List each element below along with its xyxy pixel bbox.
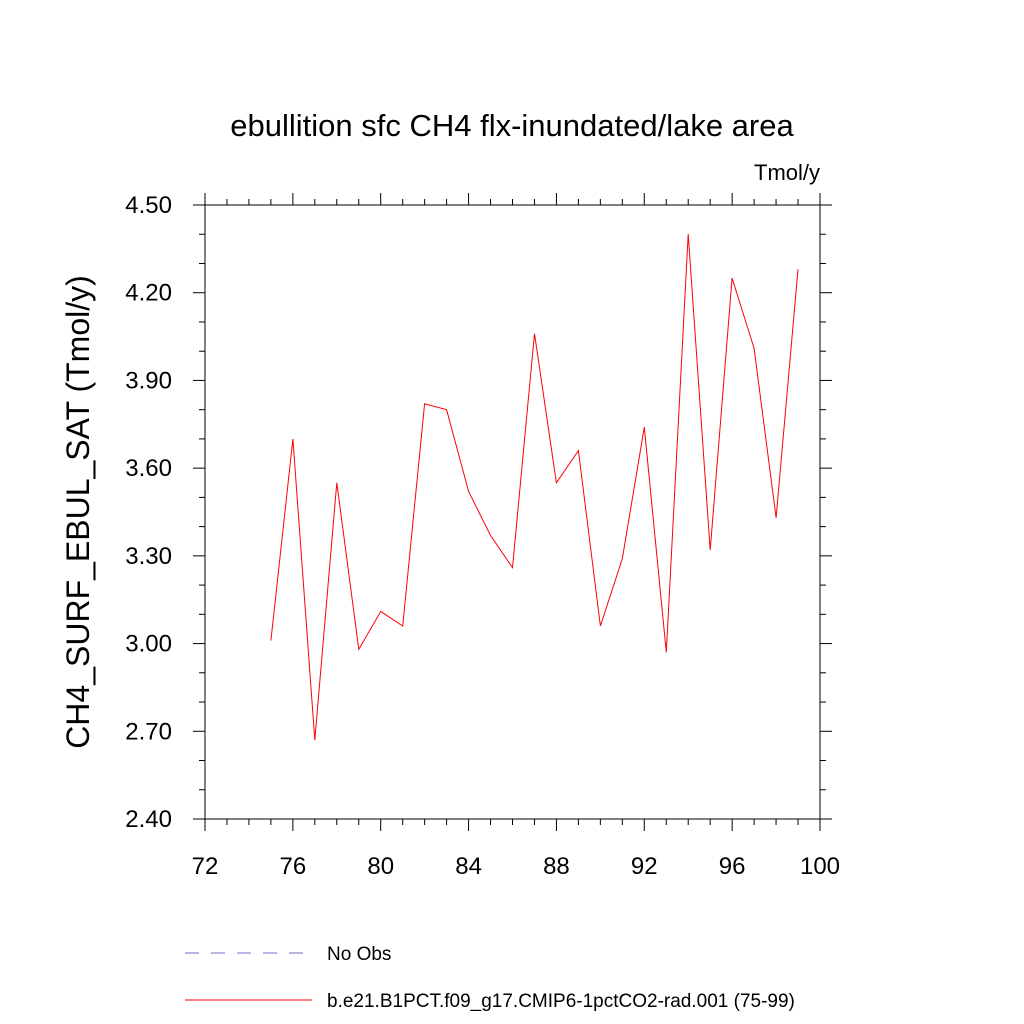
y-tick-label: 4.50 — [125, 192, 172, 219]
legend-label: b.e21.B1PCT.f09_g17.CMIP6-1pctCO2-rad.00… — [327, 991, 795, 1012]
y-axis-label: CH4_SURF_EBUL_SAT (Tmol/y) — [60, 275, 96, 749]
x-tick-label: 92 — [631, 853, 658, 880]
y-tick-label: 3.90 — [125, 367, 172, 394]
x-tick-label: 88 — [543, 853, 570, 880]
y-tick-label: 3.00 — [125, 631, 172, 658]
legend-label: No Obs — [327, 944, 391, 965]
axis-ticks — [193, 193, 832, 831]
x-tick-label: 76 — [280, 853, 307, 880]
series-line — [270, 234, 799, 741]
x-tick-label: 72 — [192, 853, 219, 880]
y-tick-label: 3.60 — [125, 455, 172, 482]
y-tick-label: 3.30 — [125, 543, 172, 570]
units-label: Tmol/y — [754, 160, 820, 185]
x-tick-label: 96 — [719, 853, 746, 880]
chart-title: ebullition sfc CH4 flx-inundated/lake ar… — [230, 108, 794, 143]
tick-labels: 72 76 80 84 88 92 96 100 2.40 2.70 3.00 3.30 3.60 3.9… — [125, 192, 840, 880]
x-tick-label: 84 — [455, 853, 482, 880]
y-tick-label: 2.70 — [125, 718, 172, 745]
legend: No Obs b.e21.B1PCT.f09_g17.CMIP6-1pctCO2-… — [185, 944, 795, 1012]
y-tick-label: 4.20 — [125, 280, 172, 307]
plot-frame — [204, 204, 821, 820]
x-tick-label: 100 — [800, 853, 840, 880]
y-tick-label: 2.40 — [125, 806, 172, 833]
x-tick-label: 80 — [367, 853, 394, 880]
series-layer — [270, 234, 799, 741]
